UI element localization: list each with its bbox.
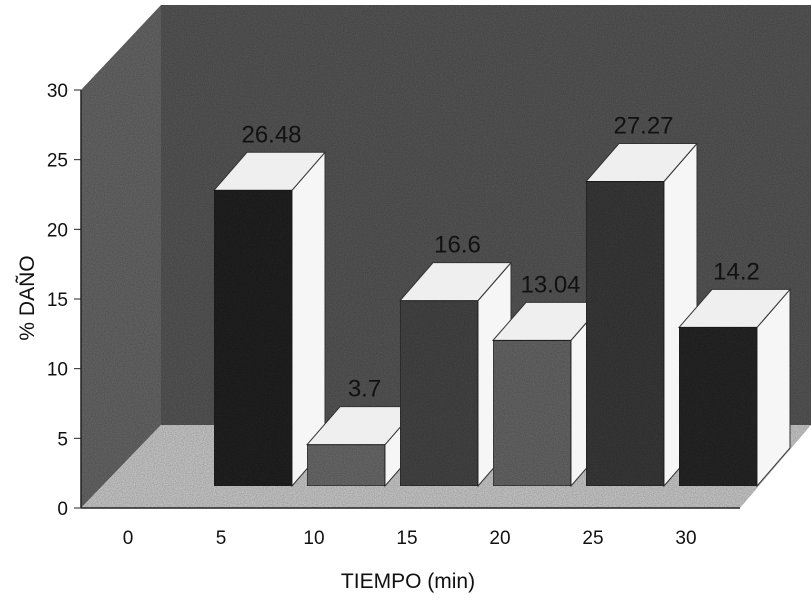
- x-axis-title: TIEMPO (min): [341, 570, 475, 593]
- y-tick-label: 30: [47, 81, 68, 102]
- bar: [212, 150, 327, 488]
- x-tick-label: 10: [303, 528, 324, 549]
- data-label: 14.2: [713, 258, 760, 285]
- bar: [305, 405, 420, 488]
- bar-front-face: [306, 444, 386, 487]
- bar: [491, 301, 606, 488]
- x-tick-label: 5: [216, 528, 227, 549]
- x-tick-label: 25: [582, 528, 603, 549]
- x-tick-label: 15: [396, 528, 417, 549]
- y-tick-label: 0: [57, 499, 68, 520]
- labels: 0 5 10 15 20 25 30 0 5 10 15 20 25 30 26.48 3.7 16.6 13.0…: [47, 81, 760, 549]
- x-tick-label: 30: [675, 528, 696, 549]
- y-tick-label: 20: [47, 220, 68, 241]
- bar-front-face: [678, 326, 758, 487]
- data-label: 27.27: [613, 112, 673, 139]
- bar-front-face: [213, 189, 293, 487]
- data-label: 13.04: [520, 271, 580, 298]
- bar-front-face: [492, 339, 572, 487]
- data-label: 16.6: [434, 232, 481, 259]
- y-tick-label: 25: [47, 151, 68, 172]
- bar-front-face: [585, 180, 665, 487]
- bar-front-face: [399, 300, 479, 487]
- x-tick-label: 0: [123, 528, 134, 549]
- side-wall: [81, 5, 161, 508]
- data-label: 26.48: [241, 121, 301, 148]
- y-tick-label: 15: [47, 290, 68, 311]
- y-tick-label: 5: [57, 429, 68, 450]
- data-label: 3.7: [348, 376, 381, 403]
- bar: [398, 261, 513, 488]
- bar: [677, 288, 792, 488]
- y-axis-title: % DAÑO: [15, 255, 39, 340]
- y-tick-label: 10: [47, 360, 68, 381]
- x-tick-label: 20: [489, 528, 510, 549]
- bars: [212, 142, 792, 488]
